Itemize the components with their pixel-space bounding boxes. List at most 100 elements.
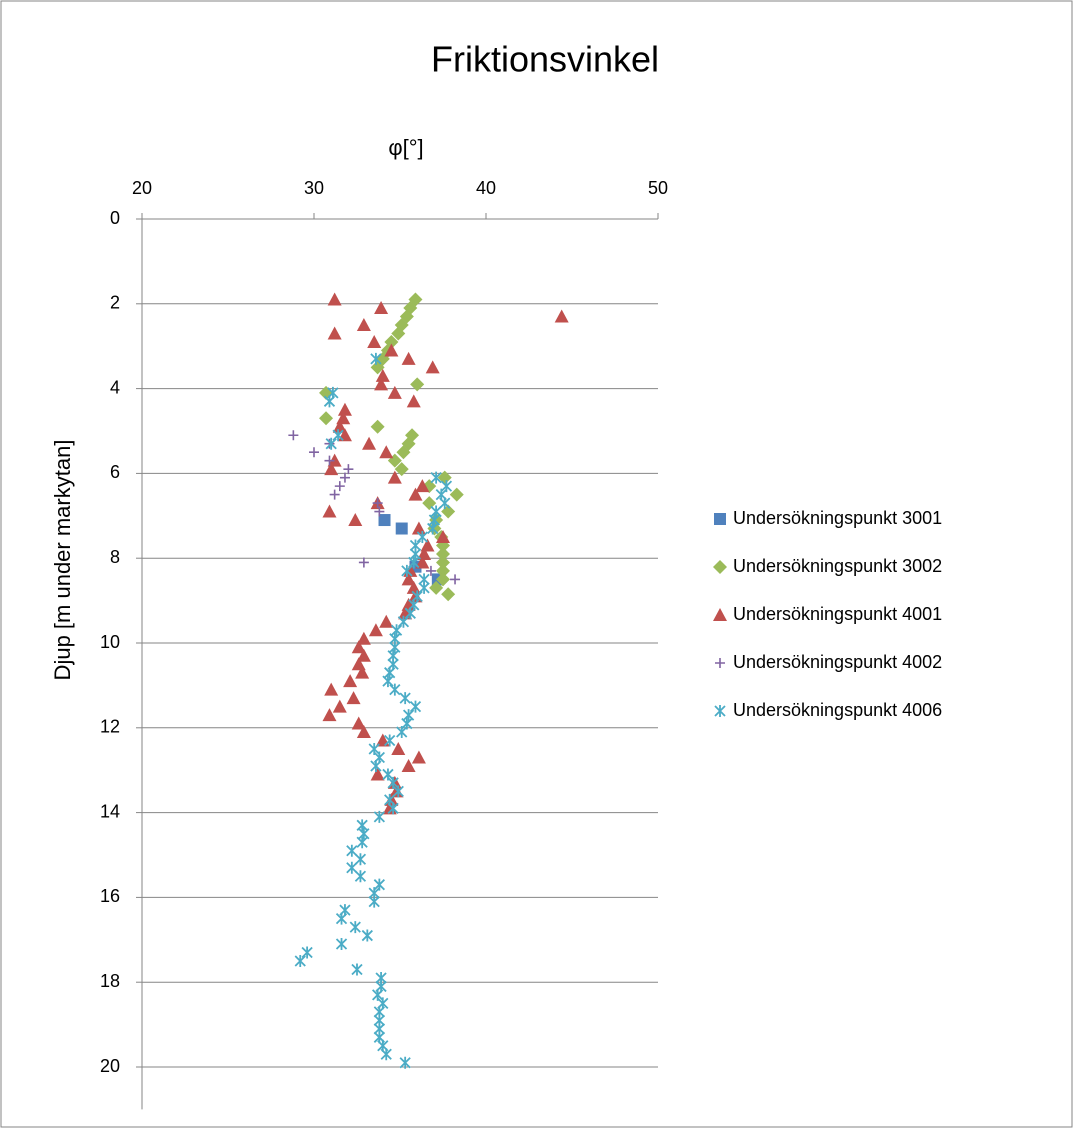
point (354, 853, 367, 866)
point (370, 419, 385, 434)
x-axis-label: φ[°] (388, 135, 423, 160)
point (356, 836, 368, 849)
point (374, 377, 389, 391)
legend-swatch (713, 560, 727, 574)
point (399, 692, 411, 705)
point (382, 675, 394, 688)
point (415, 555, 430, 569)
point (422, 496, 437, 511)
point (356, 819, 368, 832)
point (332, 429, 344, 442)
point (384, 343, 399, 357)
y-tick-label: 20 (100, 1056, 120, 1076)
point (554, 309, 569, 323)
point (401, 572, 416, 586)
point (410, 377, 425, 392)
point (391, 326, 406, 341)
point (288, 430, 299, 441)
legend-swatch (715, 658, 725, 668)
point (362, 436, 377, 450)
x-tick-label: 50 (648, 178, 668, 198)
point (368, 895, 380, 908)
legend-swatch (713, 608, 727, 621)
point (387, 385, 402, 399)
point (301, 946, 313, 959)
y-axis-label: Djup [m under markytan] (50, 440, 75, 681)
y-tick-label: 14 (100, 801, 120, 821)
point (358, 827, 370, 840)
point (402, 709, 415, 722)
point (356, 725, 371, 739)
point (356, 631, 371, 645)
point (396, 726, 408, 739)
point (418, 581, 430, 594)
point (351, 963, 363, 976)
chart-title: Friktionsvinkel (431, 39, 659, 80)
point (370, 360, 385, 375)
point (309, 447, 319, 458)
point (356, 318, 371, 331)
point (346, 691, 361, 705)
point (401, 564, 413, 577)
point (327, 292, 342, 306)
point (322, 504, 337, 518)
point (324, 455, 335, 466)
point (351, 640, 366, 654)
point (368, 623, 383, 637)
point (430, 505, 442, 518)
y-tick-label: 6 (110, 462, 120, 482)
point (354, 870, 367, 883)
point (401, 351, 416, 365)
point (356, 648, 371, 662)
point (397, 615, 410, 628)
point (378, 514, 391, 527)
point (346, 844, 358, 857)
point (411, 750, 426, 764)
point (379, 445, 394, 459)
point (373, 810, 385, 823)
point (396, 445, 411, 460)
point (367, 334, 382, 348)
point (370, 352, 382, 365)
point (436, 555, 450, 570)
point (294, 955, 306, 967)
legend-label: Undersökningspunkt 3001 (733, 508, 942, 528)
point (374, 506, 385, 517)
point (406, 394, 421, 408)
point (441, 587, 456, 602)
legend-label: Undersökningspunkt 4006 (733, 700, 942, 720)
x-tick-label: 40 (476, 178, 496, 198)
point (415, 479, 430, 493)
point (349, 921, 361, 934)
point (324, 462, 339, 476)
point (325, 437, 337, 450)
point (395, 522, 408, 535)
point (390, 624, 403, 637)
legend-swatch (714, 705, 726, 717)
point (370, 759, 382, 772)
point (323, 395, 336, 408)
legend-label: Undersökningspunkt 4002 (733, 652, 942, 672)
point (387, 802, 399, 815)
point (355, 665, 370, 679)
point (327, 326, 342, 340)
point (436, 530, 450, 543)
point (391, 742, 406, 755)
point (408, 556, 420, 569)
point (387, 470, 402, 484)
y-tick-label: 10 (100, 632, 120, 652)
point (319, 411, 334, 426)
point (384, 666, 396, 679)
point (339, 472, 350, 483)
point (399, 1056, 411, 1069)
point (394, 462, 409, 477)
point (348, 513, 363, 527)
point (337, 402, 352, 416)
point (417, 546, 432, 560)
point (425, 565, 436, 576)
point (322, 708, 337, 722)
point (389, 641, 401, 654)
point (439, 497, 451, 510)
